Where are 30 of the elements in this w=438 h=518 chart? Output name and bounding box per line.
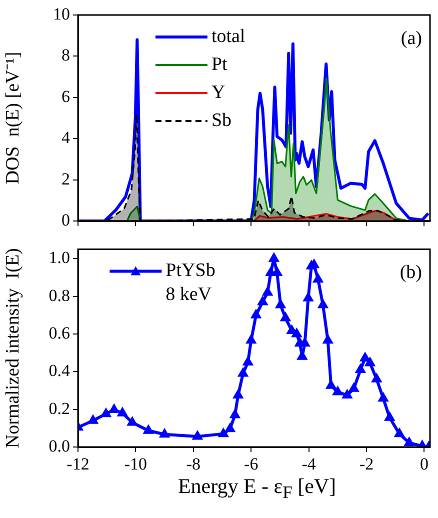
annotation: (a) [400, 28, 422, 49]
x-tick-label: -10 [124, 454, 148, 474]
y-tick-label: 0.4 [48, 361, 70, 380]
y-tick-label: 2 [62, 169, 70, 188]
y-tick-label: 0.6 [48, 323, 70, 342]
y-axis-title: Normalized intensity I(E) [2, 248, 24, 448]
x-tick-label: -12 [66, 454, 90, 474]
y-axis-title: DOS n(E) [eV⁻¹] [2, 52, 24, 184]
annotation: 8 keV [166, 284, 212, 306]
x-tick-label: -2 [359, 454, 374, 474]
y-tick-label: 0.0 [48, 436, 70, 456]
y-tick-label: 6 [62, 86, 70, 106]
y-tick-label: 1.0 [48, 248, 70, 268]
x-tick-label: 0 [420, 454, 428, 474]
y-tick-label: 8 [62, 46, 70, 65]
y-tick-label: 0 [62, 210, 70, 230]
annotation: (b) [400, 262, 422, 284]
x-tick-label: -8 [186, 454, 200, 474]
y-tick-label: 10 [53, 4, 70, 24]
y-tick-label: 4 [62, 128, 70, 148]
x-tick-label: -6 [244, 454, 258, 474]
y-tick-label: 0.8 [48, 286, 70, 305]
legend-label: Pt [211, 54, 228, 75]
y-tick-label: 0.2 [48, 398, 70, 418]
x-axis-title: Energy E - ε$_{F}$ [eV] [176, 474, 338, 504]
legend-label: PtYSb [166, 260, 216, 282]
legend-label: total [211, 26, 246, 47]
legend-label: Y [211, 82, 226, 103]
legend-label: Sb [211, 110, 232, 131]
x-tick-label: -4 [302, 454, 316, 474]
